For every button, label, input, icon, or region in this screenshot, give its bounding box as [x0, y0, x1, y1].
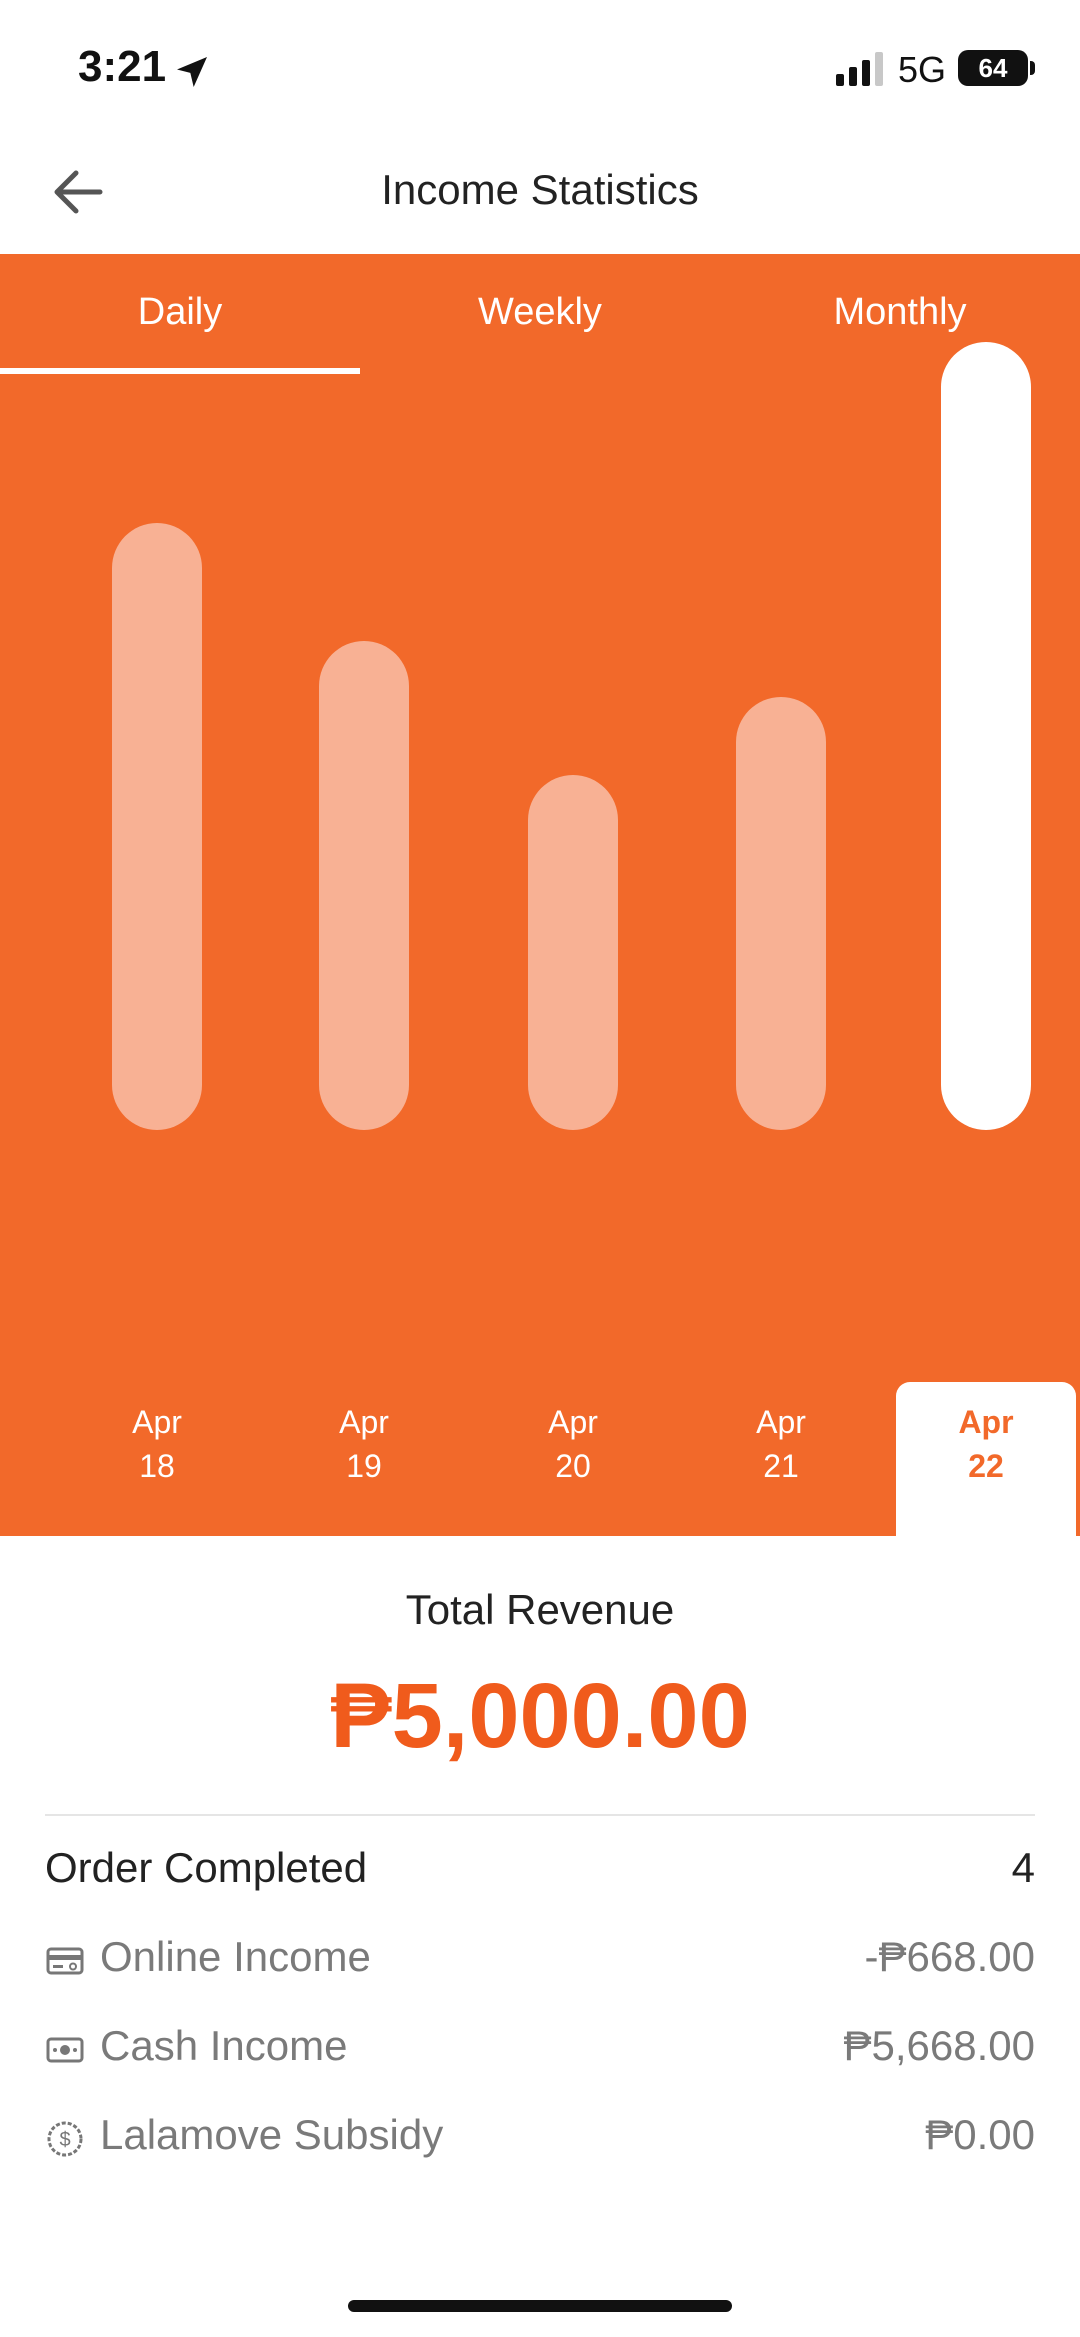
cash-income-value: ₱5,668.00 [843, 2022, 1035, 2069]
chart-date-label[interactable]: Apr 19 [274, 1400, 454, 1488]
total-revenue-label: Total Revenue [405, 1586, 675, 1633]
battery-icon: 64 [958, 50, 1028, 86]
cash-income-row: Cash Income ₱5,668.00 [45, 2014, 1035, 2074]
chart-bar-apr-21[interactable] [736, 697, 826, 1130]
chart-date-label[interactable]: Apr 18 [67, 1400, 247, 1488]
chart-date-label[interactable]: Apr 22 [896, 1382, 1076, 1536]
cash-icon [46, 2037, 84, 2063]
page-title: Income Statistics [381, 166, 699, 213]
chart-bar-apr-19[interactable] [319, 641, 409, 1130]
chart-bar-apr-20[interactable] [528, 775, 618, 1130]
daily-income-chart: Apr 18 Apr 19 Apr 20 Apr 21 Apr 22 [0, 342, 1080, 1536]
date-day: 19 [346, 1448, 382, 1484]
app-header: Income Statistics [0, 130, 1080, 254]
cash-income-label: Cash Income [100, 2022, 348, 2069]
orders-completed-value: 4 [1011, 1844, 1035, 1891]
svg-text:$: $ [59, 2129, 70, 2151]
tab-daily[interactable]: Daily [0, 254, 360, 374]
home-indicator [348, 2300, 732, 2312]
orders-completed-label: Order Completed [45, 1844, 368, 1891]
chart-bar-apr-22[interactable] [941, 342, 1031, 1130]
tab-weekly[interactable]: Weekly [478, 291, 602, 333]
period-tabs: Daily Weekly Monthly [0, 254, 1080, 374]
date-month: Apr [756, 1404, 806, 1440]
chart-bar-apr-18[interactable] [112, 523, 202, 1130]
total-revenue-value: ₱5,000.00 [330, 1665, 750, 1767]
date-month: Apr [339, 1404, 389, 1440]
network-type: 5G [898, 49, 947, 90]
battery-level: 64 [978, 53, 1008, 83]
date-day: 21 [763, 1448, 799, 1484]
date-month: Apr [548, 1404, 598, 1440]
date-day: 20 [555, 1448, 591, 1484]
tab-monthly[interactable]: Monthly [833, 291, 967, 333]
subsidy-value: ₱0.00 [925, 2111, 1035, 2158]
battery-tip [1030, 61, 1035, 75]
back-arrow-icon [54, 170, 103, 214]
date-month: Apr [132, 1404, 182, 1440]
date-month: Apr [958, 1404, 1014, 1440]
chart-date-label[interactable]: Apr 20 [483, 1400, 663, 1488]
orders-completed-row: Order Completed 4 [45, 1836, 1035, 1896]
online-income-label: Online Income [100, 1933, 371, 1980]
signal-icon [836, 52, 883, 86]
location-arrow-icon [177, 57, 207, 87]
dollar-coin-icon: $ [47, 2121, 83, 2157]
subsidy-label: Lalamove Subsidy [100, 2111, 444, 2158]
date-day: 18 [139, 1448, 175, 1484]
date-day: 22 [968, 1448, 1004, 1484]
divider [45, 1814, 1035, 1816]
back-button[interactable] [40, 154, 116, 230]
credit-card-icon [46, 1947, 84, 1975]
online-income-value: -₱668.00 [864, 1933, 1035, 1980]
statistics-panel: Daily Weekly Monthly Apr 18 Apr 19 Apr 20 Apr 2… [0, 254, 1080, 1536]
status-bar: 3:21 5G 64 [0, 0, 1080, 130]
online-income-row: Online Income -₱668.00 [45, 1925, 1035, 1985]
subsidy-row: $ Lalamove Subsidy ₱0.00 [45, 2103, 1035, 2163]
status-time: 3:21 [78, 42, 167, 91]
chart-date-label[interactable]: Apr 21 [691, 1400, 871, 1488]
